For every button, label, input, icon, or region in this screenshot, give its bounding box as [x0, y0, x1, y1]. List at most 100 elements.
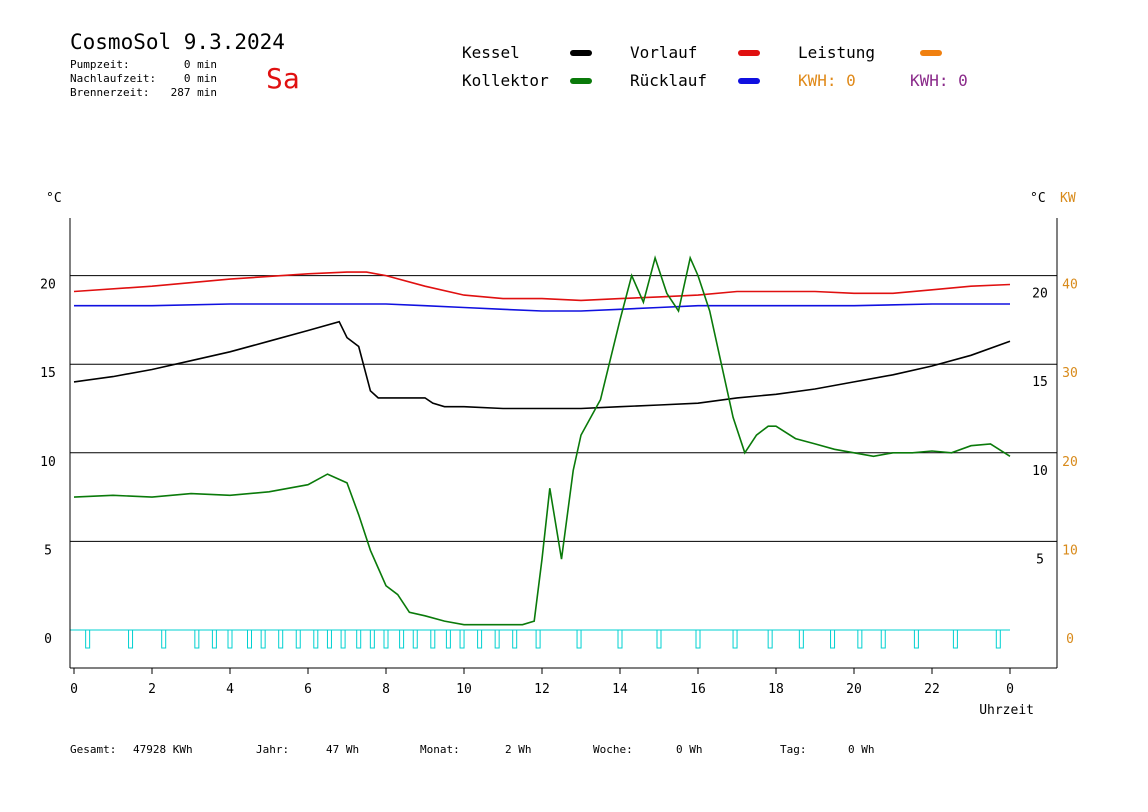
pump-marker: [326, 629, 332, 649]
pump-marker: [356, 629, 362, 649]
y2-tick-label: 40: [1062, 278, 1078, 293]
legend-kollektor-swatch: [570, 78, 592, 84]
pump-marker: [247, 629, 252, 649]
legend-ruecklauf-label: Rücklauf: [630, 71, 708, 90]
footer-gesamt-value: 47928 KWh: [133, 743, 193, 756]
x-tick-label: 20: [846, 682, 862, 697]
series-line-kessel: [73, 320, 1011, 410]
stat-nachlaufzeit-label: Nachlaufzeit:: [70, 72, 157, 85]
footer-gesamt-label: Gesamt:: [70, 743, 117, 756]
series-line-kollektor: [73, 255, 1011, 626]
weekday-label: Sa: [266, 62, 300, 95]
legend-kessel-swatch: [570, 50, 592, 56]
x-tick-label: 8: [382, 682, 390, 697]
footer-jahr-value: 47 Wh: [326, 743, 360, 756]
legend-ruecklauf-swatch: [738, 78, 760, 84]
y-right-tick-label: 15: [1032, 375, 1048, 390]
pump-marker: [128, 629, 134, 649]
pump-marker: [952, 629, 958, 649]
x-tick-label: 2: [148, 682, 156, 697]
legend-leistung-label: Leistung: [798, 43, 876, 62]
pump-marker: [85, 629, 91, 649]
y-left-tick-label: 20: [40, 278, 56, 293]
pump-marker: [194, 629, 200, 649]
axes: [69, 218, 1058, 674]
pump-marker: [857, 629, 863, 649]
y-right-tick-label: 20: [1032, 287, 1048, 302]
series-line-ruecklauf: [74, 303, 1010, 312]
y-right-tick-label: 10: [1032, 464, 1048, 479]
pump-marker: [227, 629, 233, 649]
footer-monat-value: 2 Wh: [505, 743, 532, 756]
stat-nachlaufzeit-value: 0 min: [183, 72, 217, 85]
footer-monat-label: Monat:: [420, 743, 460, 756]
y2-tick-label: 30: [1062, 366, 1078, 381]
chart-title: CosmoSol 9.3.2024: [70, 30, 285, 54]
pump-marker: [656, 629, 662, 649]
x-tick-label: 10: [456, 682, 472, 697]
pump-marker: [913, 629, 919, 649]
stat-pumpzeit-label: Pumpzeit:: [70, 58, 130, 71]
x-tick-label: 0: [1006, 682, 1014, 697]
y-left-tick-label: 0: [44, 632, 52, 647]
pump-marker: [617, 629, 623, 649]
pump-marker: [767, 629, 773, 649]
footer-woche-label: Woche:: [593, 743, 633, 756]
y-left-tick-label: 15: [40, 366, 56, 381]
legend-kwh-orange: KWH: 0: [798, 71, 856, 90]
pump-marker: [830, 629, 836, 649]
x-tick-label: 12: [534, 682, 550, 697]
x-axis-label: Uhrzeit: [979, 703, 1034, 718]
y2-unit: KW: [1060, 191, 1076, 206]
pump-marker: [369, 629, 375, 649]
footer-tag-value: 0 Wh: [848, 743, 875, 756]
pump-marker: [459, 629, 465, 649]
y2-tick-label: 10: [1062, 543, 1078, 558]
pump-markers: [85, 629, 1001, 649]
x-tick-label: 14: [612, 682, 628, 697]
pump-marker: [161, 629, 167, 649]
legend-kollektor-label: Kollektor: [462, 71, 549, 90]
footer-tag-label: Tag:: [780, 743, 807, 756]
stat-pumpzeit-value: 0 min: [183, 58, 217, 71]
pump-marker: [430, 629, 436, 649]
legend-kwh-purple: KWH: 0: [910, 71, 968, 90]
pump-marker: [445, 629, 451, 649]
pump-marker: [798, 629, 804, 649]
x-tick-label: 16: [690, 682, 706, 697]
y-left-tick-label: 10: [40, 455, 56, 470]
pump-marker: [494, 629, 500, 649]
legend-vorlauf-label: Vorlauf: [630, 43, 698, 62]
series-lines: [73, 255, 1011, 626]
footer-woche-value: 0 Wh: [676, 743, 703, 756]
x-tick-label: 0: [70, 682, 78, 697]
legend-kessel-label: Kessel: [462, 43, 520, 62]
stat-brennerzeit-label: Brennerzeit:: [70, 86, 150, 99]
pump-marker: [399, 629, 405, 649]
footer-jahr-label: Jahr:: [256, 743, 290, 756]
y2-tick-label: 0: [1066, 632, 1074, 647]
series-line-vorlauf: [73, 271, 1011, 302]
legend-vorlauf-swatch: [738, 50, 760, 56]
y-right-tick-label: 5: [1036, 552, 1044, 567]
pump-marker: [295, 629, 301, 649]
y-right-unit: °C: [1030, 191, 1046, 206]
tick-labels: 0 2 4 6 8 10 12 14 16 18 20 22 0 Uhrzeit 0 5 10 15 20 5 10 15…: [40, 191, 1078, 718]
stat-brennerzeit-value: 287 min: [170, 86, 217, 99]
pump-marker: [412, 629, 418, 649]
pump-marker: [695, 629, 701, 649]
pump-marker: [313, 629, 319, 649]
pump-marker: [512, 629, 518, 649]
y-left-tick-label: 5: [44, 543, 52, 558]
pump-marker: [477, 629, 483, 649]
y2-tick-label: 20: [1062, 455, 1078, 470]
x-tick-label: 18: [768, 682, 784, 697]
pump-marker: [732, 629, 738, 649]
legend-leistung-swatch: [920, 50, 942, 56]
pump-marker: [383, 629, 389, 649]
pump-marker: [880, 629, 886, 649]
pump-marker: [535, 629, 541, 649]
pump-marker: [995, 629, 1001, 649]
pump-marker: [278, 629, 284, 649]
